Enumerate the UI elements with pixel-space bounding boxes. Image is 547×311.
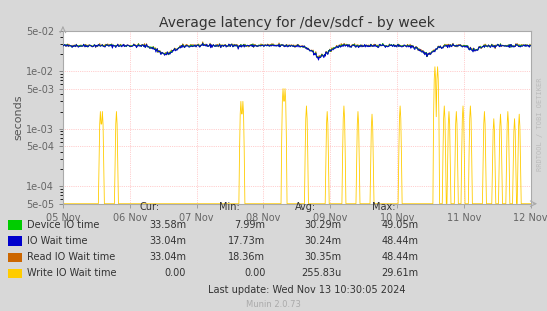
Text: 30.29m: 30.29m — [305, 220, 342, 230]
Text: Write IO Wait time: Write IO Wait time — [27, 268, 117, 278]
Text: 48.44m: 48.44m — [381, 236, 418, 246]
Text: 30.24m: 30.24m — [305, 236, 342, 246]
Text: 17.73m: 17.73m — [228, 236, 265, 246]
Text: Read IO Wait time: Read IO Wait time — [27, 252, 115, 262]
Text: Last update: Wed Nov 13 10:30:05 2024: Last update: Wed Nov 13 10:30:05 2024 — [207, 285, 405, 295]
Text: 33.58m: 33.58m — [149, 220, 186, 230]
Text: 7.99m: 7.99m — [234, 220, 265, 230]
Text: Munin 2.0.73: Munin 2.0.73 — [246, 300, 301, 309]
Text: Device IO time: Device IO time — [27, 220, 100, 230]
Title: Average latency for /dev/sdcf - by week: Average latency for /dev/sdcf - by week — [159, 16, 435, 30]
Text: 33.04m: 33.04m — [149, 236, 186, 246]
Text: IO Wait time: IO Wait time — [27, 236, 88, 246]
Text: Min:: Min: — [219, 202, 240, 212]
Text: 49.05m: 49.05m — [381, 220, 418, 230]
Text: 48.44m: 48.44m — [381, 252, 418, 262]
Text: 30.35m: 30.35m — [305, 252, 342, 262]
Text: Cur:: Cur: — [139, 202, 160, 212]
Text: 33.04m: 33.04m — [149, 252, 186, 262]
Text: RRDTOOL / TOBI OETIKER: RRDTOOL / TOBI OETIKER — [537, 78, 543, 171]
Text: 0.00: 0.00 — [244, 268, 265, 278]
Text: 18.36m: 18.36m — [228, 252, 265, 262]
Y-axis label: seconds: seconds — [13, 95, 23, 140]
Text: Max:: Max: — [372, 202, 395, 212]
Text: 255.83u: 255.83u — [301, 268, 342, 278]
Text: 0.00: 0.00 — [165, 268, 186, 278]
Text: Avg:: Avg: — [295, 202, 317, 212]
Text: 29.61m: 29.61m — [381, 268, 418, 278]
